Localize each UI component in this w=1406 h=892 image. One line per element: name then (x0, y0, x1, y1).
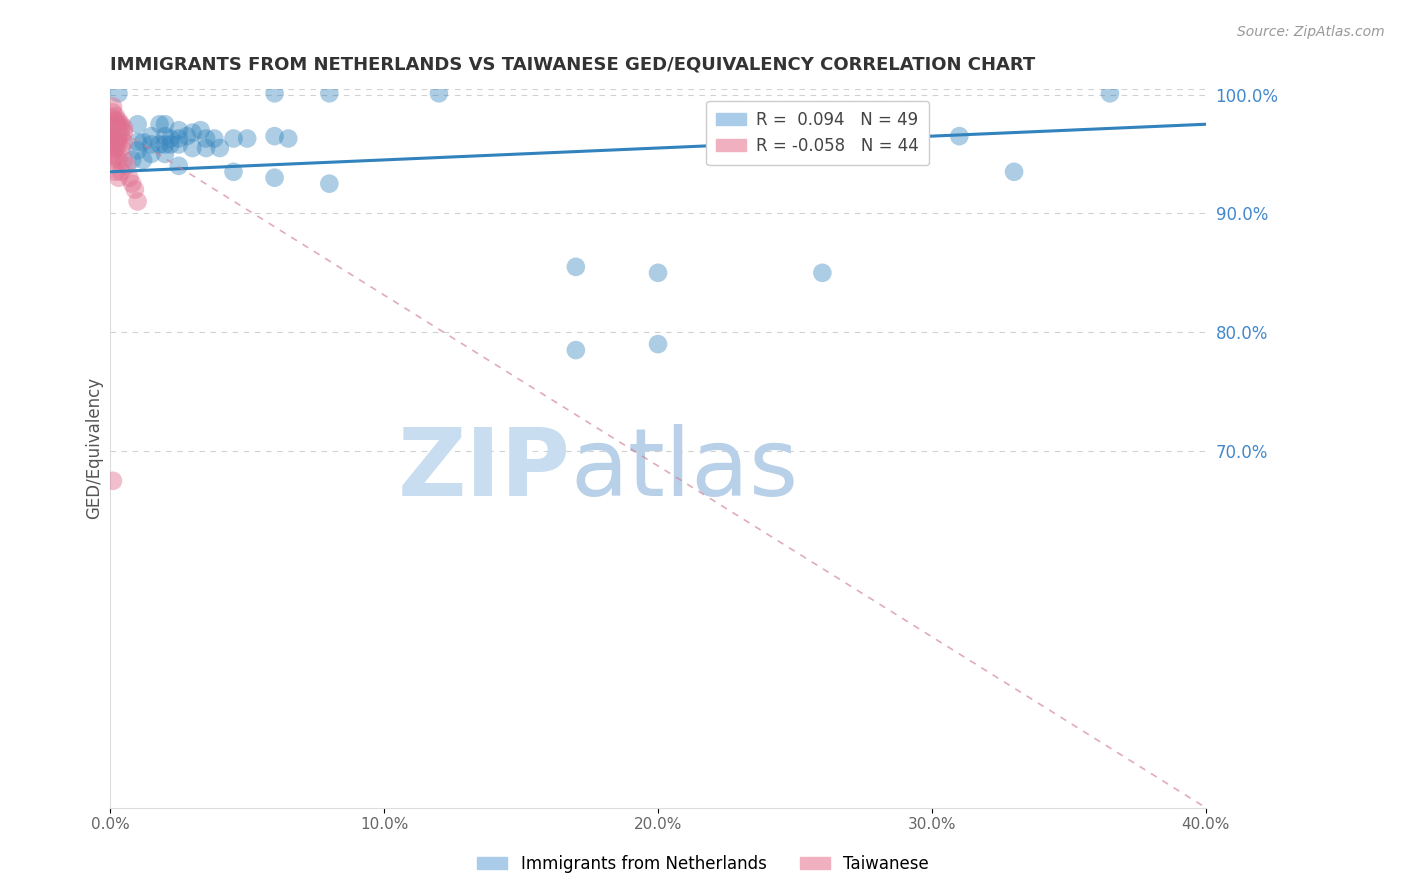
Point (195, 141, 218, 155)
Point (101, 112, 124, 126)
Point (104, 141, 127, 155)
Point (132, 153, 155, 167)
Point (318, 177, 340, 191)
Point (112, 126, 135, 140)
Point (318, 87, 340, 101)
Point (107, 113, 129, 128)
Point (107, 170, 129, 185)
Point (208, 141, 231, 155)
Point (118, 170, 141, 185)
Point (222, 131, 245, 145)
Point (107, 137, 129, 152)
Point (112, 120, 135, 135)
Legend: Immigrants from Netherlands, Taiwanese: Immigrants from Netherlands, Taiwanese (471, 848, 935, 880)
Point (124, 183, 146, 197)
Point (101, 147, 124, 161)
Point (107, 117, 129, 131)
Point (647, 266, 669, 280)
Point (110, 117, 132, 131)
Point (115, 159, 138, 173)
Point (107, 133, 129, 147)
Text: ZIP: ZIP (398, 424, 571, 516)
Point (153, 129, 176, 144)
Point (427, 87, 450, 101)
Point (110, 120, 132, 135)
Point (101, 135, 124, 149)
Point (101, 120, 124, 135)
Text: IMMIGRANTS FROM NETHERLANDS VS TAIWANESE GED/EQUIVALENCY CORRELATION CHART: IMMIGRANTS FROM NETHERLANDS VS TAIWANESE… (110, 55, 1035, 73)
Point (565, 260, 588, 274)
Point (222, 165, 245, 179)
Point (132, 135, 155, 149)
Point (127, 117, 149, 131)
Point (127, 135, 149, 149)
Point (101, 153, 124, 167)
Point (159, 137, 181, 152)
Point (148, 137, 170, 152)
Point (127, 194, 149, 209)
Point (107, 129, 129, 144)
Point (112, 135, 135, 149)
Point (104, 133, 127, 147)
Point (107, 153, 129, 167)
Point (101, 99, 124, 113)
Point (167, 123, 190, 137)
Point (101, 129, 124, 144)
Point (107, 120, 129, 135)
Text: atlas: atlas (571, 424, 799, 516)
Point (110, 165, 132, 179)
Point (104, 123, 127, 137)
Point (107, 87, 129, 101)
Legend: R =  0.094   N = 49, R = -0.058   N = 44: R = 0.094 N = 49, R = -0.058 N = 44 (706, 101, 929, 165)
Point (104, 165, 127, 179)
Point (141, 129, 163, 144)
Point (153, 137, 176, 152)
Point (167, 137, 190, 152)
Point (127, 144, 149, 158)
Point (148, 117, 170, 131)
Point (110, 129, 132, 144)
Point (101, 474, 124, 488)
Point (153, 117, 176, 131)
Point (565, 343, 588, 357)
Point (176, 129, 198, 144)
Point (104, 113, 127, 128)
Point (104, 117, 127, 131)
Point (181, 141, 204, 155)
Point (104, 149, 127, 163)
Point (202, 131, 225, 145)
Point (277, 131, 299, 145)
Point (141, 147, 163, 161)
Point (948, 129, 970, 144)
Point (190, 123, 212, 137)
Point (101, 126, 124, 140)
Point (647, 337, 669, 351)
Point (263, 129, 285, 144)
Point (121, 153, 143, 167)
Point (121, 177, 143, 191)
Point (101, 141, 124, 155)
Point (236, 131, 259, 145)
Point (101, 105, 124, 120)
Point (811, 129, 834, 144)
Point (112, 153, 135, 167)
Point (104, 129, 127, 144)
Text: Source: ZipAtlas.com: Source: ZipAtlas.com (1237, 25, 1385, 39)
Point (1098, 87, 1121, 101)
Point (153, 147, 176, 161)
Point (195, 131, 218, 145)
Y-axis label: GED/Equivalency: GED/Equivalency (86, 377, 103, 519)
Point (263, 170, 285, 185)
Point (141, 137, 163, 152)
Point (1002, 165, 1025, 179)
Point (181, 126, 204, 140)
Point (104, 109, 127, 123)
Point (159, 131, 181, 145)
Point (167, 131, 190, 145)
Point (263, 87, 285, 101)
Point (811, 266, 834, 280)
Point (104, 137, 127, 152)
Point (167, 159, 190, 173)
Point (110, 141, 132, 155)
